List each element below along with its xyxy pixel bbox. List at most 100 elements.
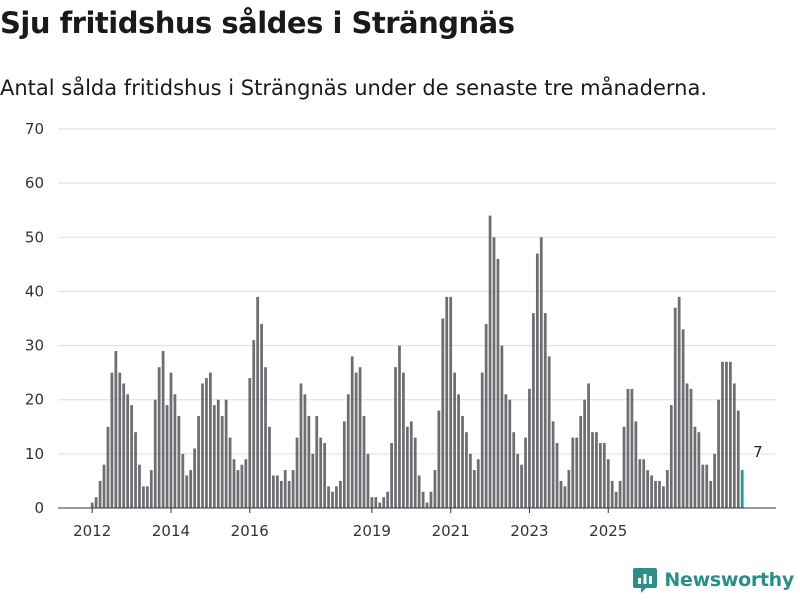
bar [610,480,614,508]
chart-title: Sju fritidshus såldes i Strängnäs [0,6,515,40]
bar-highlight [740,470,744,508]
bar [484,323,488,508]
bar [405,426,409,508]
bar [311,453,315,508]
bar [228,437,232,508]
bar [335,486,338,508]
bar [709,480,713,508]
bar [626,388,630,508]
bar [106,426,110,508]
newsworthy-logo: Newsworthy [632,566,794,594]
bar [658,480,661,508]
bar [417,475,421,508]
bar [508,399,512,508]
bar [642,459,646,508]
bar [181,453,185,508]
bar [469,453,472,508]
bar [114,350,118,508]
bar [547,356,551,508]
y-tick-label: 30 [25,337,44,355]
bar [264,367,267,508]
bar [153,399,157,508]
bar [283,470,287,508]
bar [209,372,212,508]
bar [583,399,587,508]
bar [480,372,484,508]
bar [118,372,122,508]
bar [654,480,657,508]
y-tick-label: 60 [25,174,44,192]
bar [240,464,244,508]
bar [516,453,520,508]
bar [232,459,236,508]
bar [488,215,492,508]
bar [197,415,200,508]
bar [591,432,594,508]
bar [390,443,393,508]
bar [161,350,165,508]
bar [409,421,413,508]
bar [346,394,350,508]
bar [157,367,161,508]
bar [102,464,106,508]
bar [413,437,417,508]
bar [449,296,453,508]
bar [169,372,173,508]
bar [587,383,590,508]
bar [295,437,299,508]
x-tick-label: 2023 [510,522,548,540]
bar [94,497,98,508]
bar [331,491,334,508]
bar [532,313,535,508]
bar [421,491,425,508]
bar [646,470,650,508]
bar [224,399,228,508]
x-tick-label: 2012 [73,522,111,540]
bar [729,361,732,508]
bar [358,367,362,508]
bar [618,480,622,508]
bar [630,388,634,508]
bar [571,437,575,508]
bar [713,453,717,508]
bar [524,437,527,508]
bar [130,405,133,508]
bar [551,421,555,508]
bar [327,486,330,508]
bar [307,415,311,508]
bar [291,470,295,508]
bar [201,383,204,508]
bar [303,394,307,508]
bar [732,383,736,508]
bar [472,470,476,508]
bar [342,421,346,508]
bar [697,432,701,508]
bar [662,486,665,508]
bar [476,459,480,508]
bar [315,415,319,508]
bar-series [90,215,744,508]
x-tick-label: 2019 [353,522,391,540]
bar [725,361,728,508]
bar [362,415,366,508]
bar [599,443,602,508]
y-tick-label: 50 [25,228,44,246]
bar [665,470,669,508]
bar [685,383,689,508]
x-axis: 2012 2014 2016 2019 2021 2023 2025 [58,507,776,540]
bar [563,486,567,508]
bar [567,470,571,508]
bar [248,378,252,508]
bar [216,399,220,508]
bar [370,497,374,508]
bar [398,345,401,508]
bar [677,296,681,508]
bar [268,426,271,508]
bar [559,480,563,508]
bar [669,405,673,508]
data-label: 7 [753,443,763,461]
bar [721,361,724,508]
bar [354,372,358,508]
bar [634,421,638,508]
y-axis-ticks: 0 10 20 30 40 50 60 70 [25,120,44,517]
